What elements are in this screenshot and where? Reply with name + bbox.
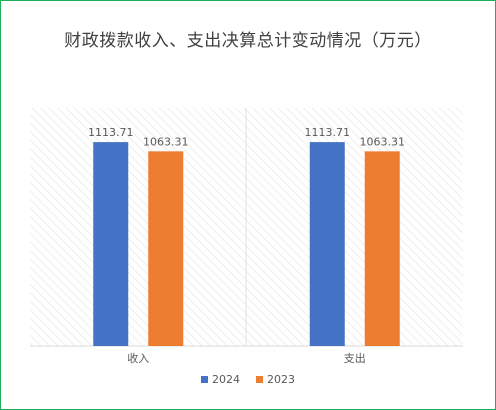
legend-item-2024: 2024 bbox=[201, 373, 240, 386]
bar-2024-1 bbox=[309, 142, 345, 346]
data-label-2023-1: 1063.31 bbox=[360, 135, 406, 148]
chart-title: 财政拨款收入、支出决算总计变动情况（万元） bbox=[64, 31, 432, 51]
legend-label-2024: 2024 bbox=[212, 373, 240, 386]
legend: 2024 2023 bbox=[0, 373, 496, 386]
x-tick-label-1: 支出 bbox=[344, 351, 366, 365]
bar-2023-1 bbox=[364, 151, 400, 346]
x-tick-label-0: 收入 bbox=[127, 351, 149, 365]
data-label-2023-0: 1063.31 bbox=[143, 135, 189, 148]
legend-swatch-2023 bbox=[256, 376, 263, 383]
data-label-2024-1: 1113.71 bbox=[305, 126, 351, 139]
legend-label-2023: 2023 bbox=[267, 373, 295, 386]
data-label-2024-0: 1113.71 bbox=[88, 126, 134, 139]
bar-2023-0 bbox=[148, 151, 184, 346]
legend-item-2023: 2023 bbox=[256, 373, 295, 386]
legend-swatch-2024 bbox=[201, 376, 208, 383]
bar-2024-0 bbox=[93, 142, 129, 346]
